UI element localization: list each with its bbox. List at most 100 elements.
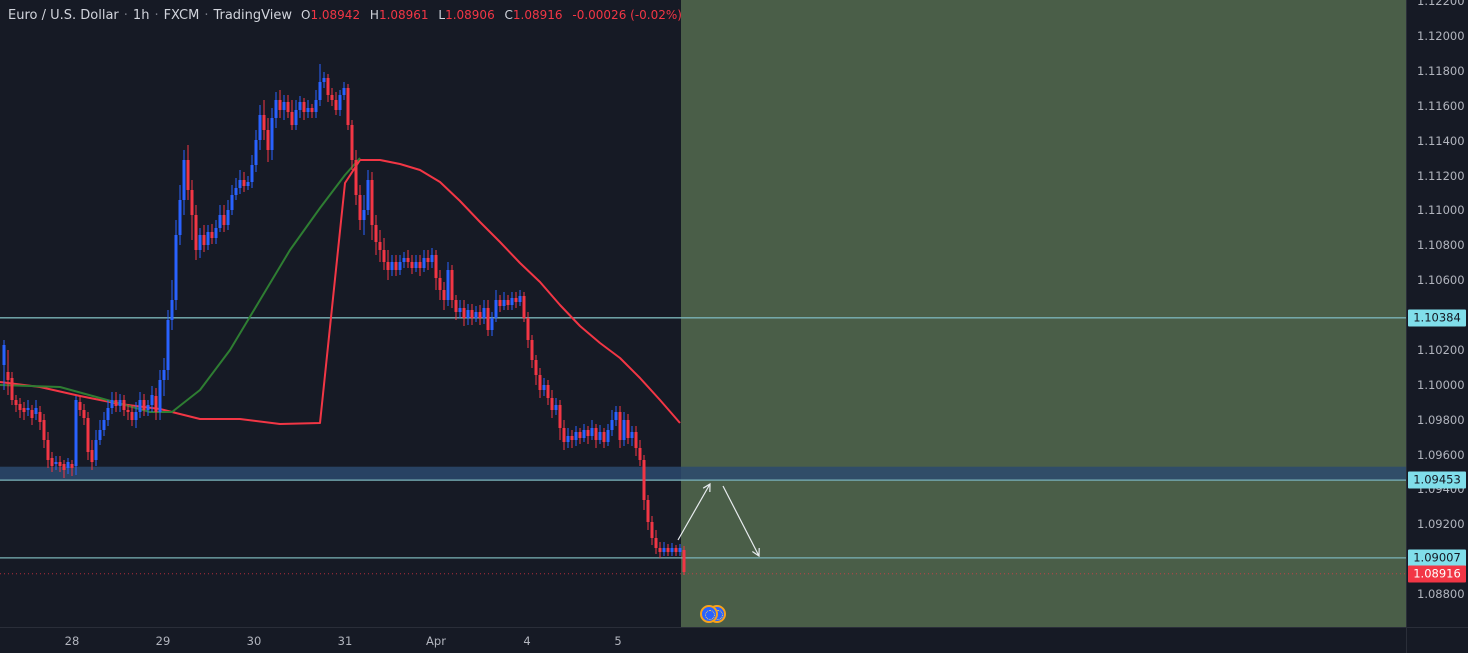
bearish-candle xyxy=(354,160,358,195)
bearish-candle xyxy=(546,385,550,398)
bullish-candle xyxy=(610,420,614,430)
high-value: 1.08961 xyxy=(378,8,429,22)
bearish-candle xyxy=(578,432,582,438)
bearish-candle xyxy=(642,460,646,500)
bullish-candle xyxy=(518,296,522,302)
arrowhead-icon xyxy=(752,547,760,558)
bullish-candle xyxy=(98,430,102,440)
bullish-candle xyxy=(138,400,142,412)
bullish-candle xyxy=(362,210,366,220)
bullish-candle xyxy=(226,210,230,225)
bearish-candle xyxy=(506,300,510,305)
bullish-candle xyxy=(614,412,618,420)
bearish-candle xyxy=(438,278,442,290)
economic-event-icon[interactable] xyxy=(700,605,718,623)
fast-moving-average-line xyxy=(0,157,361,413)
bullish-candle xyxy=(398,262,402,270)
bearish-candle xyxy=(278,100,282,110)
bullish-candle xyxy=(182,160,186,200)
bearish-candle xyxy=(130,412,134,420)
bullish-candle xyxy=(270,118,274,150)
bearish-candle xyxy=(406,258,410,262)
projection-arrow xyxy=(677,483,711,541)
bearish-candle xyxy=(122,400,126,410)
bearish-candle xyxy=(522,296,526,318)
price-tick-label: 1.10000 xyxy=(1417,377,1465,392)
bearish-candle xyxy=(434,255,438,278)
bullish-candle xyxy=(134,412,138,420)
bearish-candle xyxy=(602,432,606,442)
bullish-candle xyxy=(178,200,182,235)
bearish-candle xyxy=(442,290,446,300)
bearish-candle xyxy=(386,262,390,270)
bearish-candle xyxy=(394,262,398,270)
time-tick-label: 28 xyxy=(64,634,80,648)
bullish-candle xyxy=(482,308,486,318)
bearish-candle xyxy=(370,180,374,225)
bearish-candle xyxy=(186,160,190,190)
bearish-candle xyxy=(650,522,654,538)
bullish-candle xyxy=(446,270,450,300)
bearish-candle xyxy=(350,125,354,160)
time-axis[interactable]: 28 29 30 31 Apr 4 5 xyxy=(0,627,1406,653)
bearish-candle xyxy=(50,458,54,466)
bullish-candle xyxy=(342,88,346,95)
bullish-candle xyxy=(254,140,258,165)
bullish-candle xyxy=(54,462,58,464)
bearish-candle xyxy=(210,232,214,238)
chart-pane[interactable]: Euro / U.S. Dollar · 1h · FXCM · Trading… xyxy=(0,0,1406,627)
symbol-legend: Euro / U.S. Dollar · 1h · FXCM · Trading… xyxy=(8,8,688,23)
bullish-candle xyxy=(430,255,434,262)
open-key: O xyxy=(301,8,311,22)
bearish-candle xyxy=(570,436,574,440)
bearish-candle xyxy=(38,412,42,422)
price-tick-label: 1.10800 xyxy=(1417,238,1465,253)
price-tick-label: 1.09200 xyxy=(1417,517,1465,532)
change-value: -0.00026 (-0.02%) xyxy=(572,8,682,22)
bearish-candle xyxy=(286,102,290,112)
bullish-candle xyxy=(258,115,262,140)
bullish-candle xyxy=(422,258,426,268)
interval-label[interactable]: 1h xyxy=(132,8,150,23)
bearish-candle xyxy=(302,102,306,112)
bullish-candle xyxy=(234,188,238,195)
bullish-candle xyxy=(678,548,682,552)
bullish-candle xyxy=(582,430,586,438)
bearish-candle xyxy=(42,420,46,440)
candlestick-chart[interactable] xyxy=(0,0,1406,627)
price-tick-label: 1.12200 xyxy=(1417,0,1465,9)
bearish-candle xyxy=(222,215,226,225)
bearish-candle xyxy=(558,405,562,428)
bearish-candle xyxy=(450,270,454,300)
symbol-name[interactable]: Euro / U.S. Dollar xyxy=(8,8,119,23)
bearish-candle xyxy=(666,548,670,552)
bullish-candle xyxy=(146,405,150,410)
bearish-candle xyxy=(462,308,466,318)
price-tick-label: 1.10200 xyxy=(1417,342,1465,357)
bullish-candle xyxy=(474,312,478,318)
bearish-candle xyxy=(682,550,686,572)
bullish-candle xyxy=(26,408,30,410)
bearish-candle xyxy=(58,462,62,466)
level-price-tag: 1.09007 xyxy=(1408,549,1466,567)
target-zone xyxy=(681,0,1406,627)
bullish-candle xyxy=(2,345,6,365)
bullish-candle xyxy=(542,385,546,390)
bearish-candle xyxy=(62,464,66,470)
level-price-tag: 1.09453 xyxy=(1408,471,1466,489)
price-axis[interactable]: 1.12200 1.12000 1.11800 1.11600 1.11400 1.112… xyxy=(1406,0,1468,627)
bullish-candle xyxy=(366,180,370,210)
bullish-candle xyxy=(230,195,234,210)
close-value: 1.08916 xyxy=(512,8,563,22)
bullish-candle xyxy=(322,78,326,82)
bullish-candle xyxy=(158,380,162,412)
bullish-candle xyxy=(218,215,222,228)
separator-dot: · xyxy=(123,8,128,23)
bullish-candle xyxy=(102,420,106,430)
price-tick-label: 1.12000 xyxy=(1417,29,1465,43)
price-tick-label: 1.11600 xyxy=(1417,98,1465,113)
bearish-candle xyxy=(514,298,518,302)
bullish-candle xyxy=(238,180,242,188)
price-tick-label: 1.11200 xyxy=(1417,168,1465,183)
bullish-candle xyxy=(294,110,298,125)
